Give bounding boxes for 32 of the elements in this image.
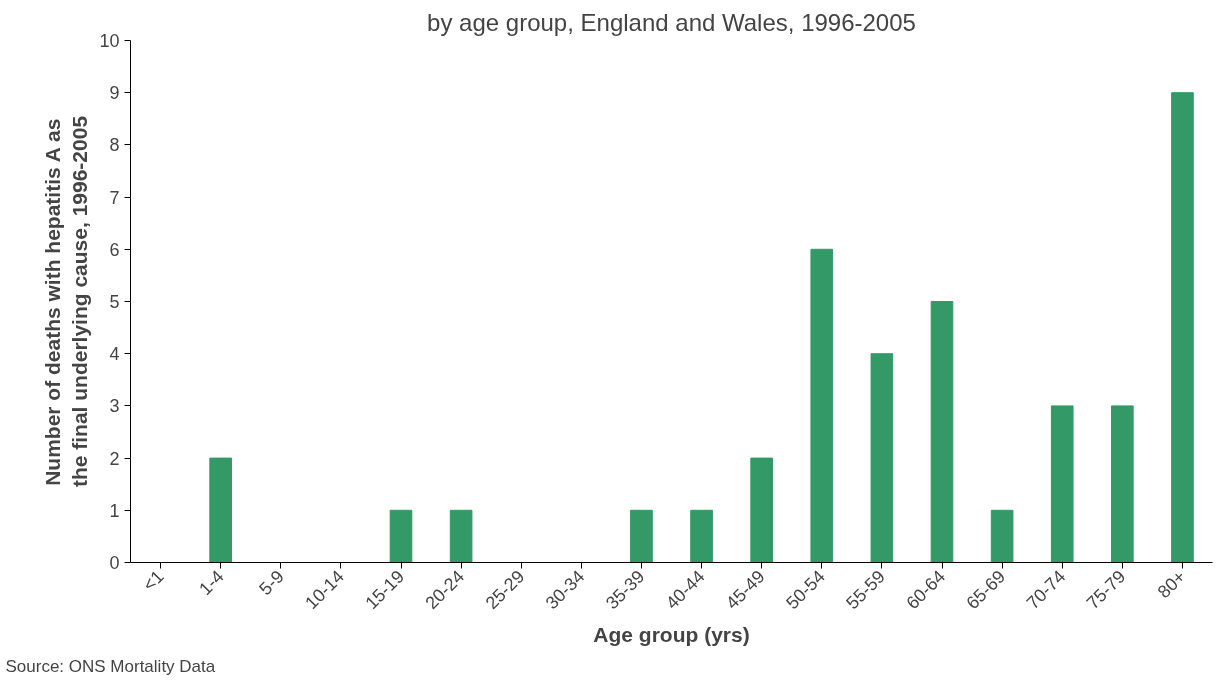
y-tick-label: 2 — [109, 448, 120, 469]
bar — [750, 457, 773, 563]
x-tick-label: 80+ — [1153, 566, 1190, 603]
bar — [630, 509, 653, 563]
bar — [870, 353, 894, 563]
bar — [810, 248, 834, 563]
y-tick-label: 10 — [99, 31, 120, 51]
x-tick-label: 1-4 — [195, 566, 228, 599]
x-axis-title: Age group (yrs) — [593, 623, 750, 647]
bar — [209, 457, 232, 563]
bar — [1050, 405, 1074, 563]
y-tick-label: 7 — [109, 187, 120, 208]
y-tick-label: 3 — [109, 396, 120, 417]
y-tick-label: 9 — [109, 83, 120, 104]
x-tick-label: <1 — [138, 566, 168, 596]
y-axis-title: Number of deaths with hepatitis A as the final underlying cause, 1996-2005 — [40, 115, 92, 488]
bar — [449, 509, 473, 563]
y-tick-label: 5 — [109, 292, 120, 312]
bar — [389, 509, 413, 563]
bar — [1171, 92, 1194, 563]
bar — [930, 301, 954, 563]
bar — [990, 509, 1014, 563]
y-tick-label: 4 — [109, 344, 120, 365]
x-tick-label: 5-9 — [255, 566, 288, 599]
y-tick-label: 0 — [109, 553, 120, 573]
source-note: Source: ONS Mortality Data — [5, 656, 216, 676]
bar — [1111, 405, 1134, 563]
y-tick-label: 8 — [109, 135, 120, 156]
y-tick-label: 6 — [109, 239, 120, 260]
chart-title: by age group, England and Wales, 1996-2005 — [427, 8, 916, 36]
y-tick-label: 1 — [109, 500, 120, 521]
bar — [690, 509, 713, 563]
